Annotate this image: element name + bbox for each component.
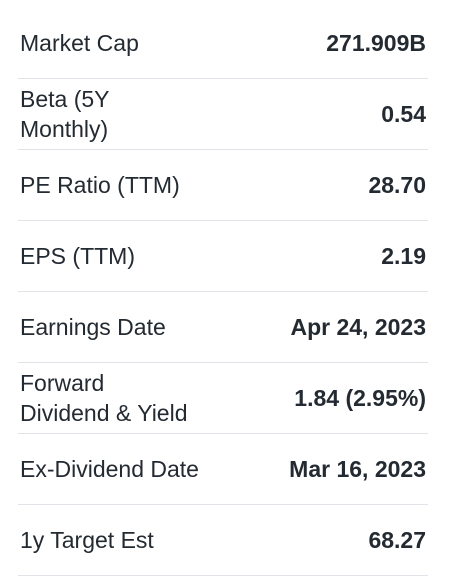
stat-row-market-cap: Market Cap 271.909B (18, 8, 428, 79)
stat-label: PE Ratio (TTM) (20, 172, 180, 198)
stat-label: Beta (5Y Monthly) (20, 86, 110, 142)
key-statistics-table: Market Cap 271.909B Beta (5Y Monthly) 0.… (18, 8, 428, 576)
stat-label: EPS (TTM) (20, 243, 135, 269)
stat-value: Apr 24, 2023 (290, 313, 426, 340)
stat-label: 1y Target Est (20, 527, 154, 553)
stat-label: Market Cap (20, 30, 139, 56)
stat-row-earnings-date: Earnings Date Apr 24, 2023 (18, 292, 428, 363)
stat-row-target-est: 1y Target Est 68.27 (18, 505, 428, 576)
stat-label: Earnings Date (20, 314, 166, 340)
stat-label: Forward Dividend & Yield (20, 370, 188, 426)
stat-value: Mar 16, 2023 (289, 455, 426, 482)
stat-row-ex-dividend-date: Ex-Dividend Date Mar 16, 2023 (18, 434, 428, 505)
stat-row-forward-dividend: Forward Dividend & Yield 1.84 (2.95%) (18, 363, 428, 434)
stat-value: 0.54 (381, 100, 426, 127)
stat-label: Ex-Dividend Date (20, 456, 199, 482)
stat-row-eps: EPS (TTM) 2.19 (18, 221, 428, 292)
stat-value: 1.84 (2.95%) (294, 384, 426, 411)
stat-value: 68.27 (368, 526, 426, 553)
stat-row-pe-ratio: PE Ratio (TTM) 28.70 (18, 150, 428, 221)
stat-value: 2.19 (381, 242, 426, 269)
stat-value: 271.909B (326, 29, 426, 56)
stat-row-beta: Beta (5Y Monthly) 0.54 (18, 79, 428, 150)
stat-value: 28.70 (368, 171, 426, 198)
